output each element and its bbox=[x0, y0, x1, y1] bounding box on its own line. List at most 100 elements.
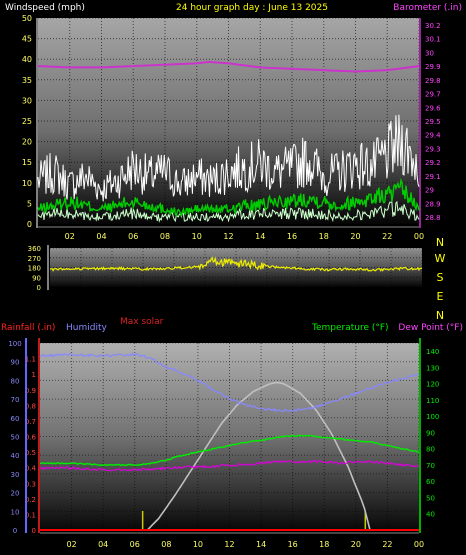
temp-x-tick-label: 16 bbox=[288, 540, 298, 549]
wind-x-tick-label: 22 bbox=[382, 232, 392, 241]
wind-average-line bbox=[37, 177, 420, 218]
compass-label-e: E bbox=[437, 290, 444, 303]
temperature-label: Temperature (°F) bbox=[311, 323, 389, 333]
baro-right-tick-label: 30.1 bbox=[425, 36, 441, 44]
baro-right-tick-label: 30.2 bbox=[425, 22, 441, 30]
humidity-tick-label: 90 bbox=[11, 359, 20, 367]
wind-x-tick-label: 18 bbox=[319, 232, 329, 241]
baro-right-tick-label: 28.8 bbox=[425, 214, 441, 222]
rain-tick-label: 0.8 bbox=[25, 402, 36, 410]
barometer-label: Barometer (.in) bbox=[393, 3, 462, 13]
temp-x-tick-label: 12 bbox=[224, 540, 234, 549]
temp-tick-label: 100 bbox=[426, 413, 439, 421]
direction-tick-label: 90 bbox=[32, 274, 41, 282]
wind-left-tick-label: 10 bbox=[22, 179, 32, 188]
humidity-tick-label: 100 bbox=[8, 340, 21, 348]
humidity-line bbox=[39, 351, 420, 413]
temp-tick-label: 70 bbox=[426, 462, 435, 470]
baro-right-tick-label: 29.7 bbox=[425, 91, 441, 99]
temp-x-tick-label: 22 bbox=[382, 540, 392, 549]
wind-left-tick-label: 0 bbox=[27, 220, 32, 229]
rain-tick-label: 0.5 bbox=[25, 449, 36, 457]
wind-x-tick-label: 02 bbox=[65, 232, 75, 241]
temp-tick-label: 140 bbox=[426, 348, 439, 356]
temp-tick-label: 120 bbox=[426, 381, 439, 389]
wind-left-tick-label: 30 bbox=[22, 96, 32, 105]
humidity-tick-label: 70 bbox=[11, 396, 20, 404]
rain-tick-label: 0.4 bbox=[25, 465, 37, 473]
baro-right-tick-label: 29.1 bbox=[425, 173, 441, 181]
rain-tick-label: 0 bbox=[32, 527, 36, 535]
baro-right-tick-label: 28.9 bbox=[425, 200, 441, 208]
humidity-tick-label: 60 bbox=[11, 415, 20, 423]
wind-speed-line bbox=[37, 200, 420, 223]
barometer-line bbox=[37, 60, 420, 73]
baro-right-tick-label: 29.2 bbox=[425, 159, 441, 167]
wind-x-tick-label: 00 bbox=[414, 232, 424, 241]
wind-x-tick-label: 10 bbox=[192, 232, 202, 241]
rain-tick-label: 0.2 bbox=[25, 496, 36, 504]
humidity-tick-label: 50 bbox=[11, 434, 20, 442]
wind-direction-line bbox=[49, 256, 423, 272]
wind-x-tick-label: 14 bbox=[255, 232, 265, 241]
temp-x-tick-label: 04 bbox=[98, 540, 108, 549]
temp-tick-label: 40 bbox=[426, 511, 435, 519]
wind-left-tick-label: 5 bbox=[27, 199, 32, 208]
baro-right-tick-label: 29.9 bbox=[425, 63, 441, 71]
rain-tick-label: 0.6 bbox=[25, 434, 37, 442]
rain-tick-label: 0.3 bbox=[25, 480, 36, 488]
temp-x-tick-label: 18 bbox=[319, 540, 329, 549]
wind-gust-line bbox=[37, 114, 420, 202]
wind-x-tick-label: 16 bbox=[287, 232, 297, 241]
wind-x-tick-label: 04 bbox=[96, 232, 106, 241]
baro-right-tick-label: 29.8 bbox=[425, 77, 441, 85]
wind-x-tick-label: 20 bbox=[350, 232, 360, 241]
baro-right-tick-label: 29.4 bbox=[425, 132, 441, 140]
graph-title: 24 hour graph day : June 13 2025 bbox=[176, 3, 328, 13]
wind-x-tick-label: 08 bbox=[160, 232, 170, 241]
max-solar-line bbox=[146, 381, 371, 531]
rain-tick-label: 0.1 bbox=[25, 511, 36, 519]
rain-tick-label: 0.9 bbox=[25, 387, 36, 395]
windspeed-label: Windspeed (mph) bbox=[5, 3, 85, 13]
wind-left-tick-label: 50 bbox=[22, 14, 32, 23]
compass-label-s: S bbox=[437, 271, 444, 284]
direction-tick-label: 180 bbox=[28, 265, 41, 273]
rain-tick-label: 1.1 bbox=[25, 356, 36, 364]
compass-label-n: N bbox=[436, 309, 444, 322]
direction-tick-label: 360 bbox=[28, 245, 41, 253]
temp-x-tick-label: 14 bbox=[256, 540, 266, 549]
rain-tick-label: 0.7 bbox=[25, 418, 36, 426]
temp-x-tick-label: 02 bbox=[66, 540, 76, 549]
temp-tick-label: 130 bbox=[426, 364, 439, 372]
temperature-line bbox=[39, 434, 420, 467]
baro-right-tick-label: 29 bbox=[425, 187, 434, 195]
temp-tick-label: 60 bbox=[426, 478, 435, 486]
temp-tick-label: 80 bbox=[426, 446, 435, 454]
humidity-tick-label: 80 bbox=[11, 377, 20, 385]
compass-label-w: W bbox=[435, 252, 446, 265]
rainfall-label: Rainfall (.in) bbox=[1, 323, 55, 333]
rain-tick-label: 1 bbox=[32, 371, 36, 379]
wind-left-tick-label: 35 bbox=[22, 76, 32, 85]
wind-left-tick-label: 45 bbox=[22, 35, 32, 44]
humidity-tick-label: 40 bbox=[11, 452, 20, 460]
temp-x-tick-label: 08 bbox=[161, 540, 171, 549]
temp-tick-label: 50 bbox=[426, 494, 435, 502]
temp-x-tick-label: 20 bbox=[351, 540, 361, 549]
humidity-label: Humidity bbox=[66, 323, 107, 333]
humidity-tick-label: 0 bbox=[13, 527, 17, 535]
temp-x-tick-label: 10 bbox=[193, 540, 203, 549]
baro-right-tick-label: 29.3 bbox=[425, 145, 441, 153]
compass-label-n: N bbox=[436, 236, 444, 249]
baro-right-tick-label: 29.5 bbox=[425, 118, 441, 126]
wind-left-tick-label: 15 bbox=[22, 158, 32, 167]
dewpoint-line bbox=[39, 459, 420, 472]
temp-x-tick-label: 00 bbox=[414, 540, 424, 549]
baro-right-tick-label: 29.6 bbox=[425, 104, 441, 112]
direction-tick-label: 270 bbox=[28, 255, 41, 263]
max-solar-label: Max solar bbox=[120, 317, 164, 327]
wind-x-tick-label: 12 bbox=[223, 232, 233, 241]
